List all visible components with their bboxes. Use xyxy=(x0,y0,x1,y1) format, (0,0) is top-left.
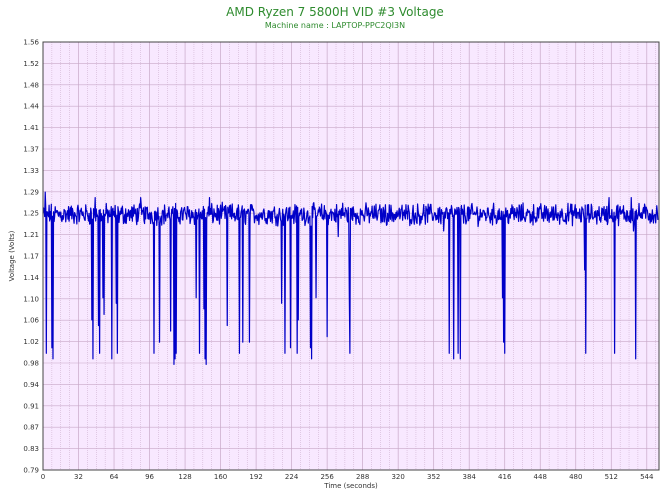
y-tick-labels: 1.56 1.52 1.48 1.44 1.41 1.37 1.33 1.29 1.25 1.21… xyxy=(23,39,39,475)
chart-subtitle: Machine name : LAPTOP-PPC2QI3N xyxy=(264,21,406,30)
x-tick-label: 384 xyxy=(463,473,477,481)
y-tick-label: 0.83 xyxy=(23,445,39,453)
y-tick-label: 0.91 xyxy=(23,402,39,410)
y-tick-label: 1.10 xyxy=(23,295,39,303)
x-tick-label: 0 xyxy=(41,473,45,481)
x-tick-label: 288 xyxy=(356,473,369,481)
x-tick-label: 352 xyxy=(427,473,440,481)
y-tick-label: 1.29 xyxy=(23,188,39,196)
plot-frame xyxy=(42,41,660,471)
y-tick-label: 1.14 xyxy=(23,274,39,282)
y-tick-label: 1.06 xyxy=(23,317,39,325)
y-tick-label: 1.33 xyxy=(23,167,39,175)
series-layer xyxy=(42,191,659,365)
x-tick-label: 256 xyxy=(320,473,334,481)
x-tick-label: 192 xyxy=(249,473,262,481)
y-tick-label: 1.52 xyxy=(23,60,39,68)
y-tick-label: 1.48 xyxy=(23,81,39,89)
x-tick-label: 416 xyxy=(498,473,512,481)
x-tick-label: 160 xyxy=(214,473,227,481)
chart-title: AMD Ryzen 7 5800H VID #3 Voltage xyxy=(226,5,444,19)
voltage-series-line xyxy=(42,191,659,365)
x-tick-label: 544 xyxy=(640,473,654,481)
y-tick-label: 1.25 xyxy=(23,210,39,218)
y-tick-label: 0.94 xyxy=(23,381,39,389)
x-tick-label: 320 xyxy=(391,473,404,481)
x-tick-labels: 0 32 64 96 128 160 192 224 256 288 320 352 384 416 448… xyxy=(41,473,654,481)
y-tick-label: 1.37 xyxy=(23,146,39,154)
y-axis-label: Voltage (Volts) xyxy=(8,230,16,281)
grid-layer xyxy=(43,41,659,471)
y-tick-label: 1.41 xyxy=(23,124,39,132)
y-tick-label: 1.44 xyxy=(23,103,39,111)
x-tick-label: 448 xyxy=(534,473,547,481)
x-tick-label: 96 xyxy=(145,473,154,481)
x-tick-label: 512 xyxy=(605,473,618,481)
x-tick-label: 224 xyxy=(285,473,299,481)
y-tick-label: 1.17 xyxy=(23,253,39,261)
x-tick-label: 480 xyxy=(569,473,582,481)
x-tick-label: 32 xyxy=(74,473,83,481)
y-tick-label: 0.79 xyxy=(23,467,39,475)
y-tick-label: 1.21 xyxy=(23,231,39,239)
y-tick-label: 0.98 xyxy=(23,360,39,368)
y-tick-label: 1.56 xyxy=(23,39,39,47)
x-tick-label: 128 xyxy=(178,473,191,481)
y-tick-label: 1.02 xyxy=(23,338,39,346)
y-tick-label: 0.87 xyxy=(23,424,39,432)
x-tick-label: 64 xyxy=(110,473,119,481)
x-axis-label: Time (seconds) xyxy=(323,482,378,490)
